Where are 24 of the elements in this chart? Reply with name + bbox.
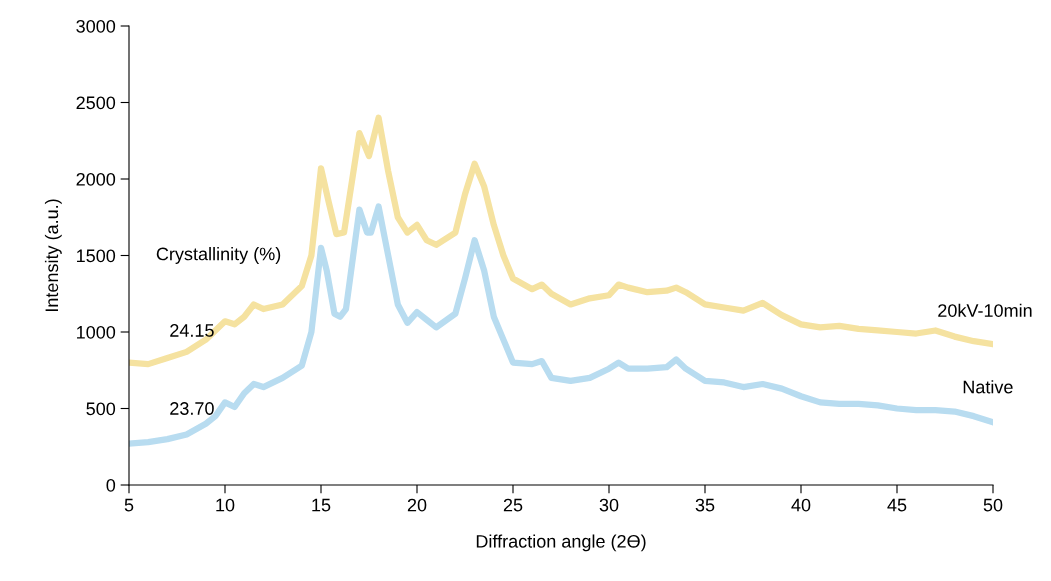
y-tick-label: 0 [106, 478, 116, 492]
series-label: Native [963, 380, 1013, 394]
y-tick-label: 1500 [77, 249, 116, 263]
y-tick-label: 3000 [76, 19, 116, 33]
y-axis-title: Intensity (a.u.) [44, 199, 62, 312]
annotation: 23.70 [170, 402, 214, 415]
x-tick-label: 15 [312, 498, 331, 512]
x-tick-label: 40 [791, 498, 811, 512]
y-tick-label: 2500 [76, 96, 116, 110]
x-tick-label: 50 [983, 498, 1003, 512]
x-tick-label: 10 [216, 498, 235, 512]
x-tick-label: 30 [599, 498, 619, 512]
x-tick-label: 35 [695, 498, 715, 512]
annotation: Crystallinity (%) [156, 247, 281, 264]
x-tick-label: 25 [503, 498, 523, 512]
x-tick-label: 5 [124, 498, 134, 512]
x-axis-title: Diffraction angle (2ϴ) [476, 534, 646, 552]
y-tick-label: 2000 [76, 172, 116, 186]
y-tick-label: 1000 [77, 325, 116, 339]
x-tick-label: 45 [887, 498, 907, 512]
y-tick-label: 500 [86, 402, 116, 416]
annotation: 24.15 [170, 324, 214, 337]
x-tick-label: 20 [407, 498, 427, 512]
series-label: 20kV-10min [938, 303, 1032, 317]
